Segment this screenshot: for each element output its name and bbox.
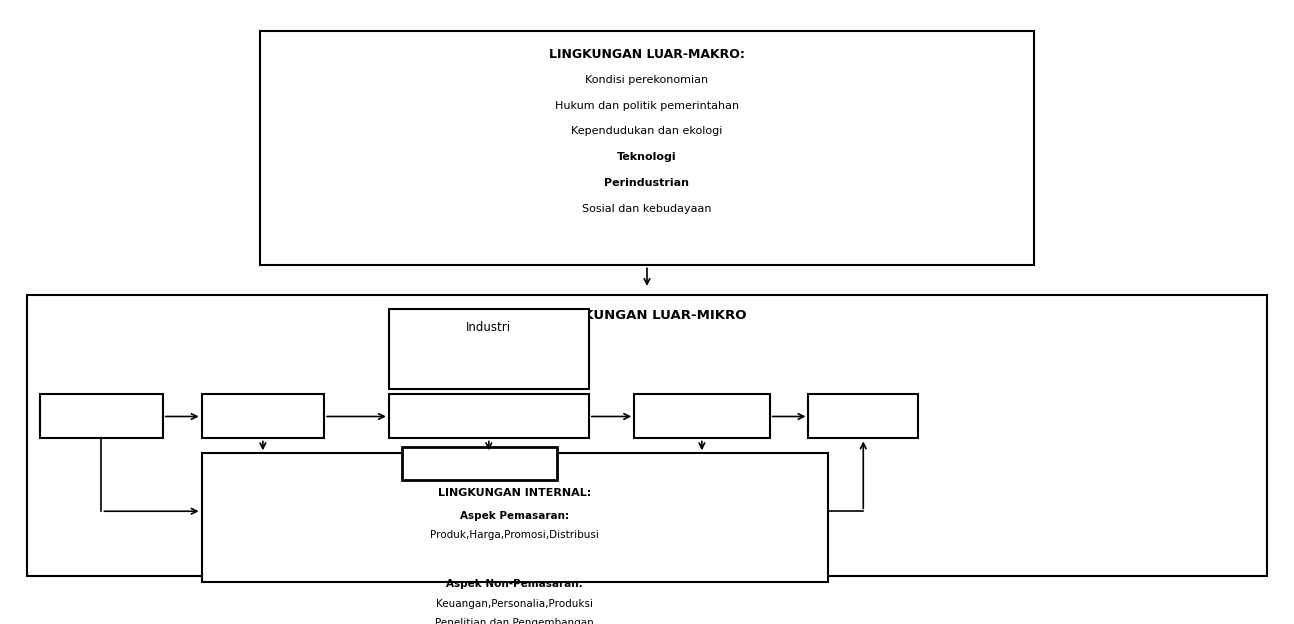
FancyBboxPatch shape bbox=[388, 394, 589, 439]
FancyBboxPatch shape bbox=[202, 453, 828, 582]
FancyBboxPatch shape bbox=[634, 394, 770, 439]
Text: Aspek Non-Pemasaran:: Aspek Non-Pemasaran: bbox=[446, 579, 584, 589]
FancyBboxPatch shape bbox=[202, 394, 325, 439]
Text: Perindustrian: Perindustrian bbox=[604, 178, 690, 188]
FancyBboxPatch shape bbox=[40, 394, 163, 439]
Text: Aspek Pemasaran:: Aspek Pemasaran: bbox=[461, 510, 569, 520]
FancyBboxPatch shape bbox=[388, 310, 589, 389]
FancyBboxPatch shape bbox=[260, 31, 1034, 265]
Text: LINGKUNGAN LUAR-MIKRO: LINGKUNGAN LUAR-MIKRO bbox=[547, 310, 747, 323]
Text: LINGKUNGAN LUAR-MAKRO:: LINGKUNGAN LUAR-MAKRO: bbox=[549, 48, 745, 61]
Text: Pesaing: Pesaing bbox=[466, 410, 511, 423]
Text: Pasar: Pasar bbox=[848, 410, 880, 423]
Text: Perantara: Perantara bbox=[234, 410, 292, 423]
Text: Kondisi perekonomian: Kondisi perekonomian bbox=[585, 75, 709, 85]
Text: Teknologi: Teknologi bbox=[617, 152, 677, 162]
Text: Hukum dan politik pemerintahan: Hukum dan politik pemerintahan bbox=[555, 100, 739, 110]
Text: Kependudukan dan ekologi: Kependudukan dan ekologi bbox=[572, 126, 722, 137]
Text: Produk,Harga,Promosi,Distribusi: Produk,Harga,Promosi,Distribusi bbox=[430, 530, 599, 540]
Text: Perantara: Perantara bbox=[673, 410, 731, 423]
Text: Pemasok: Pemasok bbox=[75, 410, 128, 423]
Text: Perusahaan: Perusahaan bbox=[440, 457, 519, 470]
Text: Keuangan,Personalia,Produksi: Keuangan,Personalia,Produksi bbox=[436, 598, 593, 608]
Text: Industri: Industri bbox=[466, 321, 511, 334]
FancyBboxPatch shape bbox=[809, 394, 919, 439]
Text: Penelitian dan Pengembangan: Penelitian dan Pengembangan bbox=[435, 618, 594, 624]
FancyBboxPatch shape bbox=[27, 295, 1267, 577]
Text: LINGKUNGAN INTERNAL:: LINGKUNGAN INTERNAL: bbox=[439, 489, 591, 499]
FancyBboxPatch shape bbox=[401, 447, 556, 480]
Text: Sosial dan kebudayaan: Sosial dan kebudayaan bbox=[582, 204, 712, 214]
